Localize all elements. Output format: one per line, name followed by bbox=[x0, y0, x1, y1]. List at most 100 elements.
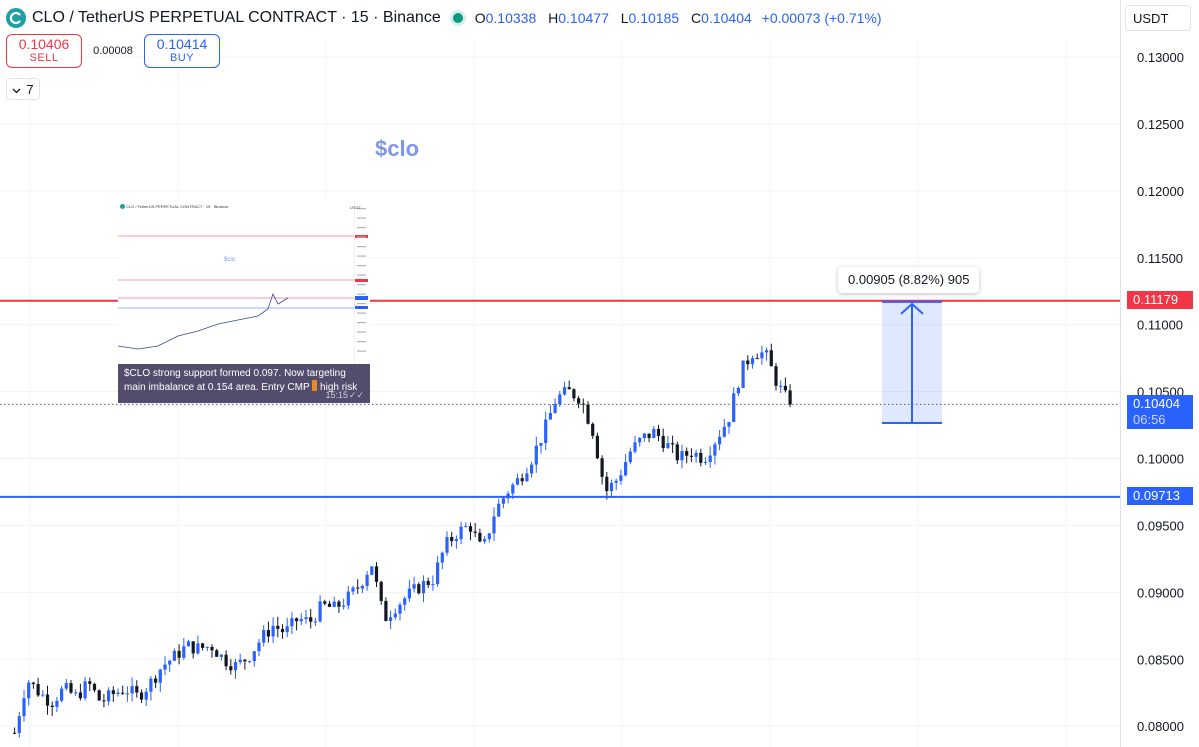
inset-tick-label bbox=[357, 217, 366, 219]
candle-body bbox=[285, 626, 289, 633]
candle-body bbox=[431, 584, 435, 586]
inset-tick-label bbox=[357, 236, 366, 238]
candle-body bbox=[436, 562, 440, 585]
candle-body bbox=[520, 478, 524, 482]
candle-body bbox=[50, 705, 54, 707]
measure-tooltip: 0.00905 (8.82%) 905 bbox=[838, 267, 980, 293]
candle-body bbox=[224, 654, 228, 667]
candle-body bbox=[497, 503, 501, 517]
candle-body bbox=[483, 539, 487, 542]
candle-body bbox=[750, 358, 755, 365]
candle-body bbox=[478, 532, 482, 542]
inset-tick-label bbox=[357, 255, 366, 257]
candle-body bbox=[661, 435, 665, 449]
y-tick-label: 0.09500 bbox=[1137, 518, 1184, 533]
currency-select[interactable]: USDT bbox=[1125, 5, 1191, 31]
candle-body bbox=[694, 452, 698, 457]
inset-tick-label bbox=[357, 350, 366, 352]
candle-body bbox=[534, 445, 538, 465]
inset-tick-label bbox=[357, 208, 366, 210]
candle-body bbox=[492, 516, 496, 534]
candle-body bbox=[515, 478, 520, 485]
exclamation-icon bbox=[312, 380, 318, 391]
candle-body bbox=[323, 601, 327, 604]
y-tick-label: 0.13000 bbox=[1137, 50, 1184, 65]
candle-body bbox=[581, 403, 585, 405]
candle-body bbox=[440, 552, 444, 563]
candle-body bbox=[196, 643, 200, 654]
candle-body bbox=[666, 443, 670, 449]
read-checkmarks-icon: ✓✓ bbox=[348, 390, 364, 400]
inset-tag-red-2 bbox=[355, 279, 368, 282]
indicators-count: 7 bbox=[26, 81, 34, 97]
candle-body bbox=[374, 566, 379, 582]
low-value: 0.10185 bbox=[628, 10, 680, 26]
buy-label: BUY bbox=[169, 52, 195, 64]
candle-body bbox=[736, 387, 740, 394]
candle-body bbox=[398, 604, 402, 614]
candle-body bbox=[577, 398, 581, 404]
candle-body bbox=[459, 526, 463, 540]
inset-header: CLO / TetherUS PERPETUAL CONTRACT · 15 ·… bbox=[120, 204, 228, 210]
symbol-title[interactable]: CLO / TetherUS PERPETUAL CONTRACT · 15 ·… bbox=[32, 9, 441, 26]
y-tick-label: 0.09000 bbox=[1137, 585, 1184, 600]
candle-body bbox=[163, 664, 167, 670]
candle-body bbox=[191, 641, 195, 654]
y-tick-label: 0.12500 bbox=[1137, 117, 1184, 132]
high-value: 0.10477 bbox=[558, 10, 609, 26]
candle-body bbox=[88, 681, 92, 684]
candle-body bbox=[614, 480, 618, 483]
candle-body bbox=[74, 692, 78, 694]
candle-body bbox=[346, 591, 350, 606]
candle-body bbox=[732, 393, 736, 423]
buy-button[interactable]: 0.10414 BUY bbox=[144, 34, 220, 68]
candle-body bbox=[699, 452, 703, 463]
sell-label: SELL bbox=[29, 52, 59, 64]
candle-body bbox=[591, 423, 595, 436]
candle-body bbox=[243, 659, 247, 662]
measure-arrow-head bbox=[900, 302, 924, 315]
candle-body bbox=[219, 654, 223, 657]
inset-tick-label bbox=[357, 303, 366, 305]
candle-body bbox=[116, 692, 120, 695]
chart-header: CLO / TetherUS PERPETUAL CONTRACT · 15 ·… bbox=[6, 6, 882, 30]
candle-body bbox=[41, 694, 45, 696]
inset-tick-label bbox=[357, 341, 366, 343]
candle-body bbox=[727, 422, 731, 427]
candle-body bbox=[788, 390, 792, 405]
inset-price-path bbox=[118, 292, 289, 350]
candle-body bbox=[558, 394, 562, 405]
candle-body bbox=[356, 587, 360, 589]
indicators-toggle-button[interactable]: 7 bbox=[6, 78, 40, 100]
candle-body bbox=[332, 601, 336, 607]
candle-body bbox=[774, 366, 778, 386]
inset-tick-label bbox=[357, 284, 366, 286]
candle-body bbox=[266, 630, 270, 637]
candle-body bbox=[647, 433, 651, 438]
candle-body bbox=[238, 659, 242, 663]
candle-body bbox=[342, 605, 346, 607]
candle-body bbox=[121, 692, 125, 694]
candle-body bbox=[511, 484, 515, 494]
inset-mini-chart bbox=[118, 200, 370, 364]
candle-body bbox=[92, 683, 97, 691]
sell-price: 0.10406 bbox=[18, 36, 70, 52]
candle-body bbox=[257, 642, 261, 652]
message-time: 15:15 bbox=[325, 390, 348, 400]
candle-body bbox=[360, 585, 364, 589]
sell-button[interactable]: 0.10406 SELL bbox=[6, 34, 82, 68]
candle-body bbox=[379, 581, 383, 601]
candle-body bbox=[229, 666, 233, 671]
candle-body bbox=[454, 539, 458, 542]
candle-body bbox=[605, 476, 609, 492]
candle-body bbox=[27, 682, 31, 699]
inset-tick-label bbox=[357, 246, 366, 248]
coin-logo-icon bbox=[6, 8, 26, 28]
inset-tick-label bbox=[357, 293, 366, 295]
candle-body bbox=[13, 732, 17, 734]
open-value: 0.10338 bbox=[485, 10, 537, 26]
chevron-down-icon bbox=[12, 82, 21, 97]
candle-body bbox=[572, 389, 576, 399]
candle-body bbox=[464, 526, 468, 528]
candle-body bbox=[177, 650, 181, 658]
